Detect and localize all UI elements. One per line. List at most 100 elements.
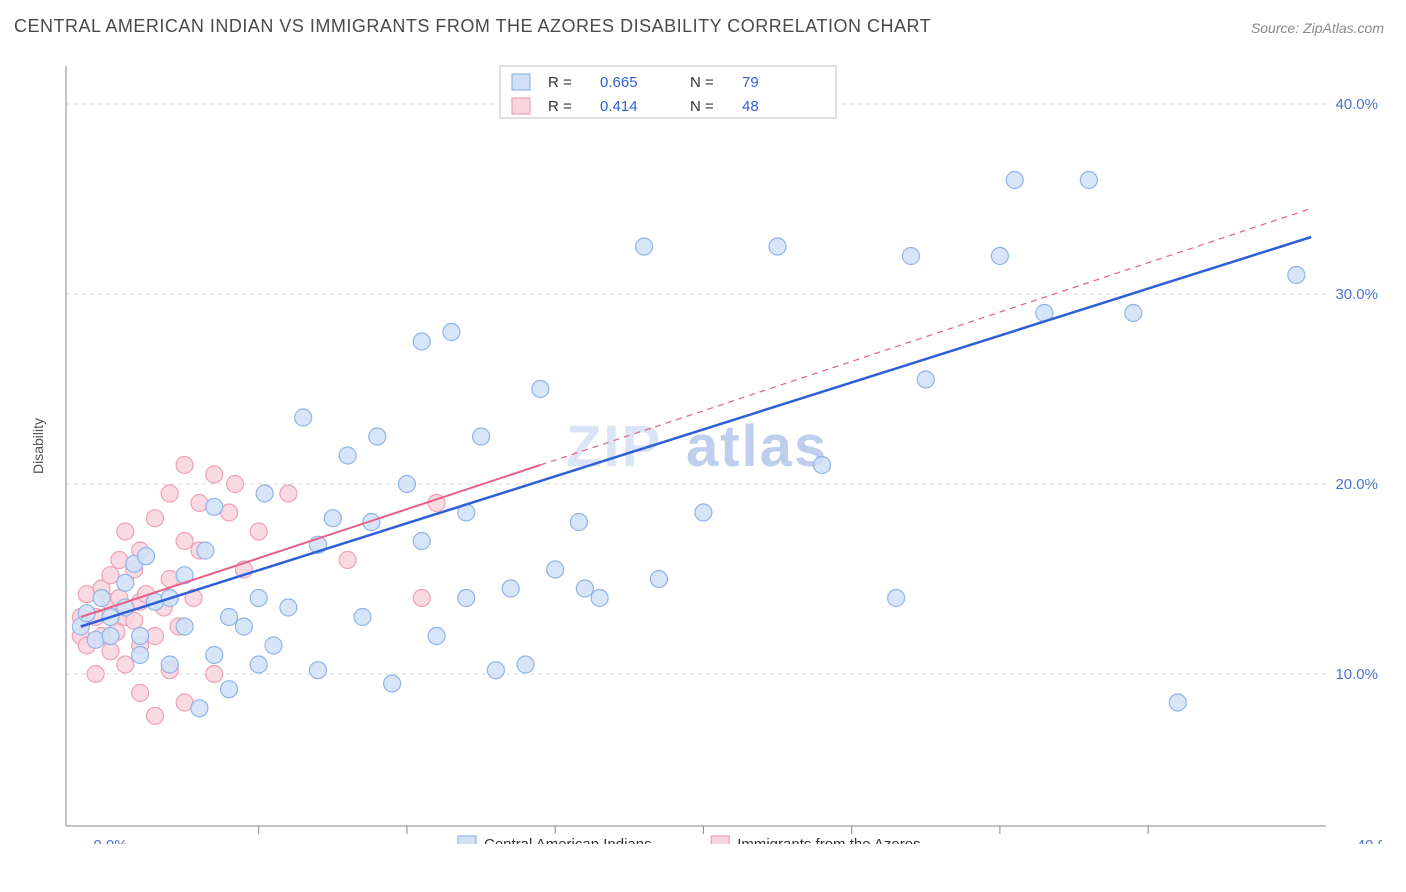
data-point bbox=[295, 409, 312, 426]
series-swatch bbox=[711, 836, 729, 844]
legend-n-value: 48 bbox=[742, 98, 759, 115]
data-point bbox=[502, 580, 519, 597]
data-point bbox=[87, 631, 104, 648]
data-point bbox=[650, 571, 667, 588]
data-point bbox=[1125, 305, 1142, 322]
watermark: atlas bbox=[686, 414, 828, 479]
data-point bbox=[250, 656, 267, 673]
x-tick-label: 0.0% bbox=[93, 837, 127, 844]
data-point bbox=[132, 685, 149, 702]
data-point bbox=[117, 523, 134, 540]
data-point bbox=[339, 552, 356, 569]
trend-line bbox=[81, 237, 1311, 627]
data-point bbox=[310, 662, 327, 679]
data-point bbox=[814, 457, 831, 474]
data-point bbox=[532, 381, 549, 398]
data-point bbox=[695, 504, 712, 521]
data-point bbox=[517, 656, 534, 673]
data-point bbox=[413, 590, 430, 607]
data-point bbox=[769, 238, 786, 255]
series-swatch bbox=[458, 836, 476, 844]
data-point bbox=[93, 590, 110, 607]
data-point bbox=[235, 618, 252, 635]
data-point bbox=[339, 447, 356, 464]
data-point bbox=[146, 510, 163, 527]
x-tick-label: 40.0% bbox=[1357, 837, 1382, 844]
data-point bbox=[902, 248, 919, 265]
data-point bbox=[591, 590, 608, 607]
data-point bbox=[636, 238, 653, 255]
legend-r-label: R = bbox=[548, 74, 572, 91]
data-point bbox=[111, 552, 128, 569]
y-tick-label: 40.0% bbox=[1335, 96, 1378, 113]
data-point bbox=[138, 548, 155, 565]
data-point bbox=[132, 647, 149, 664]
data-point bbox=[191, 700, 208, 717]
data-point bbox=[384, 675, 401, 692]
legend-r-value: 0.665 bbox=[600, 74, 638, 91]
data-point bbox=[206, 666, 223, 683]
data-point bbox=[917, 371, 934, 388]
data-point bbox=[206, 498, 223, 515]
data-point bbox=[487, 662, 504, 679]
data-point bbox=[102, 643, 119, 660]
data-point bbox=[991, 248, 1008, 265]
legend-swatch bbox=[512, 74, 530, 90]
data-point bbox=[226, 476, 243, 493]
legend-n-label: N = bbox=[690, 98, 714, 115]
data-point bbox=[324, 510, 341, 527]
data-point bbox=[354, 609, 371, 626]
data-point bbox=[221, 681, 238, 698]
data-point bbox=[428, 628, 445, 645]
series-label: Central American Indians bbox=[484, 836, 652, 844]
data-point bbox=[197, 542, 214, 559]
y-tick-label: 30.0% bbox=[1335, 286, 1378, 303]
data-point bbox=[117, 574, 134, 591]
data-point bbox=[87, 666, 104, 683]
data-point bbox=[102, 628, 119, 645]
data-point bbox=[1288, 267, 1305, 284]
trend-line-extrapolated bbox=[540, 209, 1311, 466]
legend-swatch bbox=[512, 98, 530, 114]
data-point bbox=[161, 485, 178, 502]
data-point bbox=[176, 618, 193, 635]
data-point bbox=[280, 485, 297, 502]
y-axis-label: Disability bbox=[30, 418, 46, 474]
data-point bbox=[132, 628, 149, 645]
data-point bbox=[473, 428, 490, 445]
data-point bbox=[458, 590, 475, 607]
data-point bbox=[888, 590, 905, 607]
data-point bbox=[443, 324, 460, 341]
data-point bbox=[206, 466, 223, 483]
data-point bbox=[256, 485, 273, 502]
data-point bbox=[206, 647, 223, 664]
source-attribution: Source: ZipAtlas.com bbox=[1251, 20, 1384, 36]
data-point bbox=[265, 637, 282, 654]
data-point bbox=[146, 707, 163, 724]
data-point bbox=[576, 580, 593, 597]
data-point bbox=[161, 656, 178, 673]
data-point bbox=[398, 476, 415, 493]
scatter-chart: 10.0%20.0%30.0%40.0%0.0%40.0%ZIPatlasR =… bbox=[48, 56, 1382, 844]
legend-n-label: N = bbox=[690, 74, 714, 91]
series-label: Immigrants from the Azores bbox=[737, 836, 920, 844]
y-tick-label: 20.0% bbox=[1335, 476, 1378, 493]
data-point bbox=[117, 656, 134, 673]
chart-title: CENTRAL AMERICAN INDIAN VS IMMIGRANTS FR… bbox=[14, 16, 931, 37]
data-point bbox=[176, 533, 193, 550]
data-point bbox=[221, 609, 238, 626]
data-point bbox=[191, 495, 208, 512]
data-point bbox=[547, 561, 564, 578]
data-point bbox=[413, 333, 430, 350]
legend-r-value: 0.414 bbox=[600, 98, 638, 115]
data-point bbox=[1080, 172, 1097, 189]
data-point bbox=[369, 428, 386, 445]
legend-r-label: R = bbox=[548, 98, 572, 115]
data-point bbox=[1006, 172, 1023, 189]
data-point bbox=[176, 457, 193, 474]
data-point bbox=[280, 599, 297, 616]
legend-n-value: 79 bbox=[742, 74, 759, 91]
data-point bbox=[250, 590, 267, 607]
data-point bbox=[413, 533, 430, 550]
data-point bbox=[250, 523, 267, 540]
